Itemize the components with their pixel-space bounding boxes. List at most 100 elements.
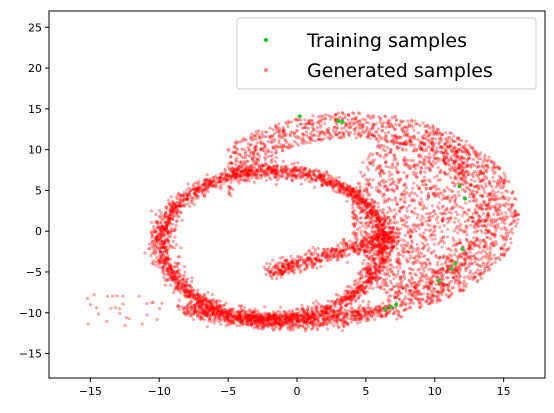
generated-point	[457, 271, 461, 275]
generated-point	[275, 165, 279, 169]
generated-point	[319, 173, 324, 177]
generated-point	[366, 280, 370, 284]
generated-point	[386, 260, 390, 264]
generated-point	[353, 132, 357, 136]
generated-point	[181, 283, 186, 287]
generated-point	[431, 164, 435, 169]
generated-point	[195, 297, 199, 301]
generated-point	[217, 309, 221, 313]
generated-point	[484, 182, 488, 186]
generated-point	[238, 316, 242, 320]
generated-point	[182, 284, 186, 288]
generated-point	[267, 169, 271, 173]
generated-point	[235, 169, 239, 173]
generated-point	[149, 230, 153, 234]
generated-point	[230, 315, 234, 319]
generated-point	[189, 199, 193, 203]
generated-point	[197, 309, 201, 313]
generated-point	[203, 297, 207, 301]
generated-point	[174, 223, 178, 228]
generated-point	[377, 255, 381, 259]
generated-point	[310, 314, 314, 318]
generated-point	[243, 138, 247, 142]
generated-point	[221, 178, 225, 182]
generated-point	[402, 273, 406, 277]
generated-point	[379, 250, 383, 254]
generated-point	[214, 307, 218, 311]
generated-point	[367, 276, 371, 280]
generated-point	[281, 125, 285, 129]
generated-point	[245, 173, 249, 177]
generated-point	[509, 206, 513, 210]
generated-point	[462, 147, 466, 151]
generated-point	[207, 183, 211, 187]
generated-point	[205, 305, 209, 309]
generated-point	[292, 166, 296, 170]
generated-point	[321, 114, 325, 118]
generated-point	[504, 217, 508, 221]
generated-point	[505, 228, 509, 232]
generated-point	[267, 322, 271, 326]
generated-point	[367, 279, 371, 283]
generated-point	[176, 270, 180, 275]
generated-point	[446, 227, 450, 232]
generated-point	[482, 187, 486, 191]
generated-point	[238, 310, 242, 314]
generated-point	[351, 111, 355, 115]
generated-point	[166, 232, 171, 236]
generated-point	[259, 173, 263, 177]
generated-point	[391, 225, 395, 229]
generated-point	[318, 133, 322, 137]
generated-point	[247, 147, 251, 151]
generated-point	[378, 261, 382, 265]
generated-point	[207, 307, 211, 311]
generated-point	[175, 212, 179, 216]
generated-point	[476, 243, 481, 247]
generated-point	[167, 247, 171, 251]
generated-point	[188, 294, 192, 298]
generated-point	[365, 125, 369, 129]
generated-point	[254, 176, 258, 180]
generated-point	[369, 268, 373, 272]
generated-point	[169, 216, 173, 221]
generated-point	[294, 168, 298, 172]
generated-point	[352, 293, 357, 297]
generated-point	[210, 303, 214, 307]
generated-point	[479, 170, 483, 174]
generated-point	[383, 232, 387, 237]
generated-point	[314, 317, 318, 321]
generated-point	[425, 242, 430, 247]
generated-point	[333, 309, 338, 314]
generated-point	[375, 225, 379, 230]
generated-point	[342, 299, 346, 303]
generated-point	[274, 151, 278, 155]
generated-point	[189, 188, 193, 192]
generated-point	[338, 182, 342, 186]
generated-point	[242, 162, 246, 166]
generated-point	[157, 208, 161, 213]
generated-point	[377, 269, 381, 273]
generated-point	[172, 246, 176, 250]
generated-point	[484, 228, 489, 232]
generated-point	[162, 259, 166, 263]
generated-point	[158, 248, 162, 252]
generated-point	[445, 185, 449, 189]
generated-point	[165, 228, 169, 232]
generated-point	[504, 189, 508, 193]
generated-point	[467, 263, 471, 267]
generated-point	[160, 224, 164, 228]
generated-point	[484, 218, 488, 222]
generated-point	[351, 297, 355, 301]
generated-point	[167, 239, 171, 243]
generated-point	[354, 278, 358, 282]
generated-point	[262, 168, 266, 172]
generated-point	[165, 261, 169, 265]
generated-point	[249, 150, 253, 154]
generated-point	[155, 235, 159, 239]
generated-point	[309, 174, 313, 178]
generated-point	[264, 130, 268, 134]
generated-point	[381, 233, 386, 237]
generated-point	[311, 127, 315, 131]
generated-point	[469, 258, 473, 262]
generated-point	[468, 269, 472, 273]
